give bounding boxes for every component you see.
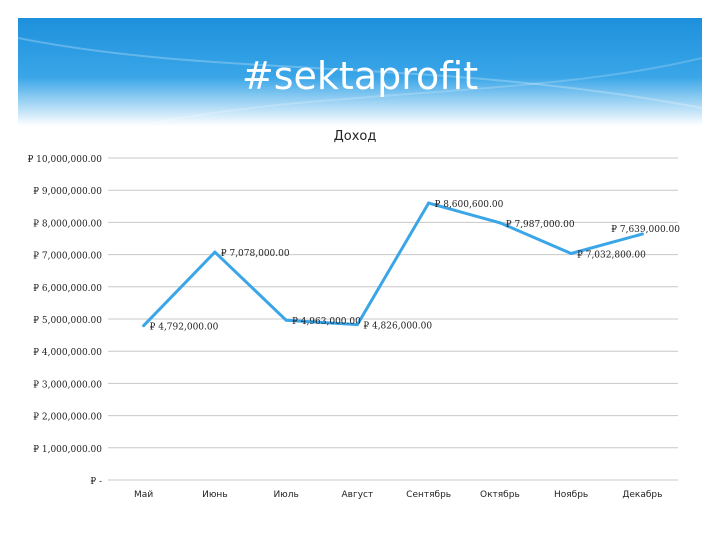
y-tick-label: ₽ 9,000,000.00 <box>33 187 102 197</box>
y-tick-label: ₽ 5,000,000.00 <box>33 316 102 326</box>
data-point <box>569 252 573 256</box>
x-tick-label: Сентябрь <box>406 490 451 500</box>
y-tick-label: ₽ 6,000,000.00 <box>33 284 102 294</box>
x-tick-label: Декабрь <box>622 490 662 500</box>
y-tick-label: ₽ 1,000,000.00 <box>33 445 102 455</box>
slide-title: #sektaprofit <box>241 54 479 98</box>
data-point <box>213 250 217 254</box>
data-point <box>284 318 288 322</box>
data-label: ₽ 7,032,800.00 <box>577 251 646 261</box>
y-tick-label: ₽ 10,000,000.00 <box>28 155 103 165</box>
data-label: ₽ 7,078,000.00 <box>221 249 290 259</box>
series-line <box>142 201 643 327</box>
x-tick-label: Ноябрь <box>554 490 588 500</box>
data-point <box>355 323 359 327</box>
data-label: ₽ 7,987,000.00 <box>506 220 575 230</box>
x-tick-label: Октябрь <box>480 490 520 500</box>
data-point <box>640 232 644 236</box>
x-tick-label: Август <box>342 490 374 500</box>
data-point <box>142 324 146 328</box>
y-tick-label: ₽ 8,000,000.00 <box>33 219 102 229</box>
y-tick-label: ₽ - <box>90 477 102 487</box>
data-label: ₽ 8,600,600.00 <box>435 200 504 210</box>
x-tick-label: Июнь <box>202 490 228 500</box>
data-label: ₽ 7,639,000.00 <box>611 225 680 235</box>
y-tick-label: ₽ 4,000,000.00 <box>33 348 102 358</box>
x-tick-label: Май <box>134 490 153 500</box>
y-tick-label: ₽ 7,000,000.00 <box>33 252 102 262</box>
header-banner <box>18 18 702 126</box>
y-tick-label: ₽ 2,000,000.00 <box>33 413 102 423</box>
header-wave-decoration <box>18 37 702 126</box>
data-point <box>498 221 502 225</box>
data-label: ₽ 4,963,000.00 <box>292 317 361 327</box>
chart-title: Доход <box>334 129 377 144</box>
y-tick-label: ₽ 3,000,000.00 <box>33 380 102 390</box>
data-label: ₽ 4,826,000.00 <box>363 322 432 332</box>
x-tick-label: Июль <box>273 490 298 500</box>
data-label: ₽ 4,792,000.00 <box>150 323 219 333</box>
data-point <box>427 201 431 205</box>
